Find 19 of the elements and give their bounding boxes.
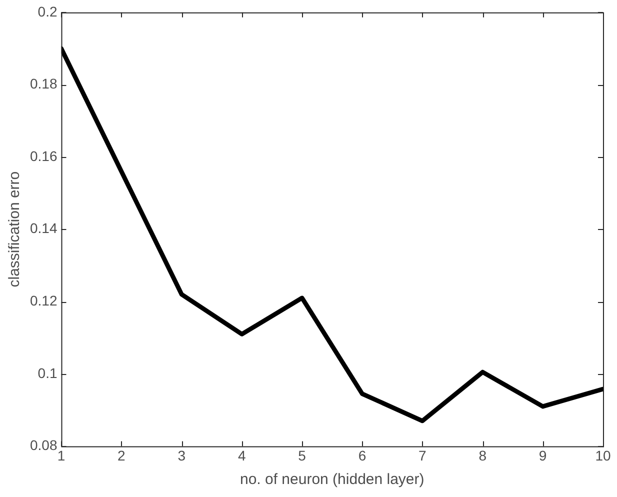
y-axis-title: classification erro: [6, 171, 24, 288]
x-tick-label: 7: [418, 447, 427, 464]
y-tick-label: 0.14: [30, 220, 58, 236]
y-tick-label: 0.18: [30, 76, 58, 92]
y-tick-label: 0.1: [38, 364, 58, 381]
y-tick-label: 0.2: [38, 3, 58, 20]
x-tick-label: 1: [57, 447, 66, 464]
x-axis-title: no. of neuron (hidden layer): [240, 471, 424, 488]
x-tick-label: 5: [298, 447, 306, 464]
x-tick-label: 3: [178, 447, 186, 464]
y-tick-label: 0.16: [30, 148, 58, 164]
x-tick-label: 2: [118, 447, 126, 464]
x-tick-label: 9: [538, 447, 547, 464]
y-tick-label: 0.08: [30, 437, 58, 454]
x-tick-label: 10: [595, 447, 611, 464]
y-tick-label: 0.12: [30, 292, 58, 308]
x-tick-label: 6: [358, 447, 366, 464]
x-tick-label: 8: [478, 447, 487, 464]
x-tick-label: 4: [238, 447, 246, 464]
